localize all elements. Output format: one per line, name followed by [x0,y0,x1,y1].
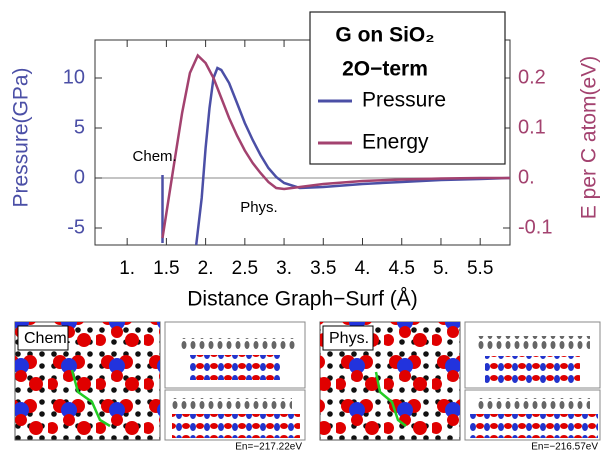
side-graphene [180,338,295,350]
panel-energy: En=−217.22eV [235,442,302,453]
label-box [17,325,69,351]
x-tick-label: 4. [355,258,371,279]
label-box [322,325,374,351]
path-line [70,369,111,428]
panel-energy: En=−216.57eV [531,442,598,453]
y-tick-label: -5 [67,216,85,238]
y2-tick-label: 0.1 [518,116,546,138]
legend-box [309,11,506,165]
y2-tick-label: 0.2 [518,66,546,88]
y-tick-label: 0 [74,166,85,188]
y-axis-title: Pressure(GPa) [10,67,33,207]
panel-label: Chem. [24,330,71,347]
path-line [374,371,407,427]
y2-tick-label: 0. [518,166,535,188]
legend-label: Pressure [362,89,446,112]
x-tick-label: 2.5 [232,258,258,279]
plot-frame [94,39,511,246]
side-graphene [478,336,590,350]
x-tick-label: 3.5 [310,258,336,279]
y-tick-label: 10 [63,66,85,88]
side-substrate [470,414,598,438]
structure-panels: Chem. En=−217.22eV Phys. En=−216.57eV [14,321,601,453]
x-axis-title: Distance Graph−Surf (Å) [187,288,418,311]
y-tick-label: 5 [74,116,85,138]
side-graphene [475,398,590,410]
y2-axis-title: E per C atom(eV) [578,56,601,219]
side-substrate [172,414,300,438]
x-tick-label: 1.5 [153,258,179,279]
series-line [161,53,510,239]
annotation: Phys. [240,199,278,216]
y2-tick-label: -0.1 [518,216,552,238]
x-tick-label: 4.5 [389,258,415,279]
legend-title: G on SiO₂ [335,24,434,47]
legend-label: Energy [362,131,429,154]
panel-label: Phys. [329,330,369,347]
x-tick-label: 1. [119,258,135,279]
side-graphene [172,398,292,410]
side-substrate [190,355,280,380]
plot: 1. 1.5 2. 2.5 3. 3.5 4. 4.5 5. 5.5 -5 0 5 10 -0.1 0. 0.1… [10,11,601,311]
legend-subtitle: 2O−term [342,58,428,81]
x-tick-label: 5. [433,258,449,279]
x-tick-label: 5.5 [467,258,493,279]
x-tick-label: 3. [276,258,292,279]
x-tick-label: 2. [198,258,214,279]
annotation: Chem. [133,148,177,165]
side-substrate [485,356,580,384]
